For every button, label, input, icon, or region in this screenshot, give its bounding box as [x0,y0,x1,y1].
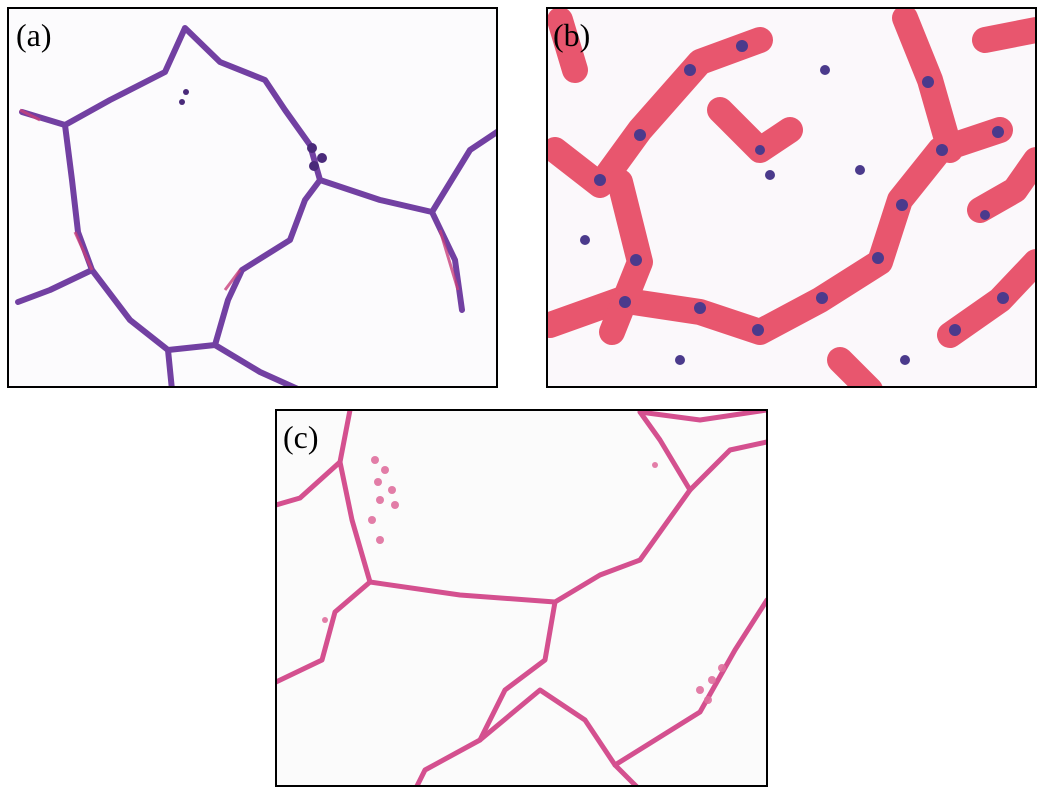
panel-label: (b) [553,17,590,53]
panel-b-image [547,8,1036,390]
figure: (a) (b) [0,0,1038,787]
page: (a) (b) [0,0,1038,787]
panel-a-image [8,8,500,390]
panel-label: (a) [16,17,52,53]
panel-c-image [276,410,767,787]
panel-label: (c) [283,419,319,455]
